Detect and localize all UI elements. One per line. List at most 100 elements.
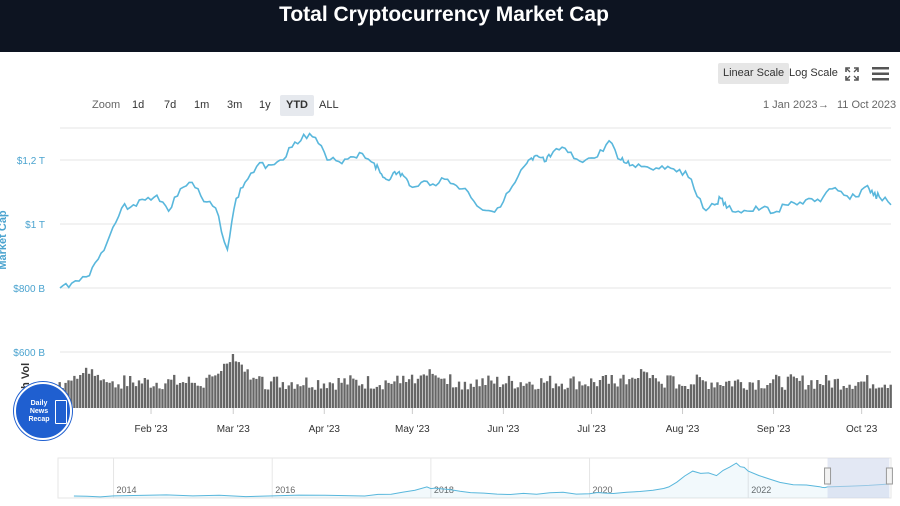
volume-bar bbox=[155, 382, 158, 408]
volume-bar bbox=[692, 384, 696, 408]
volume-bar bbox=[634, 378, 637, 408]
range-from[interactable]: 1 Jan 2023 bbox=[763, 99, 818, 111]
linear-scale-button[interactable]: Linear Scale bbox=[718, 63, 790, 84]
volume-bar bbox=[610, 375, 613, 408]
volume-bar bbox=[314, 389, 317, 408]
volume-bar bbox=[173, 374, 176, 408]
navigator-handle bbox=[824, 467, 832, 485]
volume-bar bbox=[76, 378, 79, 408]
volume-bar bbox=[405, 382, 408, 408]
volume-bar bbox=[742, 388, 746, 408]
hamburger-menu-icon[interactable] bbox=[872, 67, 890, 81]
volume-bar bbox=[449, 374, 452, 408]
volume-bar bbox=[149, 387, 152, 408]
volume-bar bbox=[82, 373, 85, 408]
volume-bar bbox=[886, 388, 889, 408]
volume-bar bbox=[722, 386, 725, 408]
log-scale-button[interactable]: Log Scale bbox=[789, 67, 838, 79]
volume-bar bbox=[234, 361, 238, 408]
navigator-line bbox=[73, 462, 890, 498]
volume-bar bbox=[883, 384, 886, 408]
volume-bar bbox=[698, 377, 701, 408]
volume-bar bbox=[551, 388, 555, 408]
volume-bar bbox=[822, 385, 825, 408]
zoom-all-button[interactable]: ALL bbox=[319, 99, 339, 111]
volume-bar bbox=[129, 376, 132, 408]
navigator-handle bbox=[885, 467, 893, 485]
volume-bar bbox=[516, 387, 519, 408]
volume-bar bbox=[772, 379, 775, 408]
volume-bar bbox=[202, 387, 205, 408]
volume-bar bbox=[613, 383, 616, 408]
zoom-3m-button[interactable]: 3m bbox=[227, 99, 243, 111]
volume-bar bbox=[736, 379, 740, 408]
volume-bar bbox=[375, 386, 378, 408]
volume-bar bbox=[363, 388, 367, 408]
navigator-area bbox=[73, 463, 890, 498]
volume-bar bbox=[419, 375, 423, 408]
watermark-line-1: Daily bbox=[30, 400, 48, 407]
volume-bar bbox=[460, 389, 464, 408]
volume-bar bbox=[525, 383, 528, 408]
volume-bar bbox=[616, 386, 619, 408]
x-tick-label: May '23 bbox=[395, 424, 430, 435]
range-to[interactable]: 11 Oct 2023 bbox=[837, 99, 897, 111]
watermark-line-3: Recap bbox=[28, 416, 50, 423]
volume-bar bbox=[810, 380, 813, 408]
volume-bar bbox=[454, 387, 458, 408]
volume-bar bbox=[801, 375, 804, 408]
volume-bar bbox=[466, 389, 470, 408]
volume-bar bbox=[866, 375, 869, 408]
volume-bar bbox=[563, 389, 566, 408]
volume-bar bbox=[325, 388, 329, 408]
volume-bar bbox=[689, 384, 693, 408]
volume-bar bbox=[366, 376, 370, 408]
navigator-year-label: 2018 bbox=[434, 485, 454, 495]
volume-bar bbox=[93, 375, 97, 408]
volume-bar bbox=[487, 375, 490, 408]
volume-bar bbox=[322, 383, 326, 408]
volume-bar bbox=[410, 374, 414, 408]
volume-bar bbox=[90, 369, 94, 408]
volume-bar bbox=[513, 388, 517, 408]
volume-bar bbox=[299, 386, 302, 408]
volume-bar bbox=[431, 373, 434, 408]
volume-bar bbox=[763, 388, 766, 408]
volume-bar bbox=[839, 389, 842, 408]
volume-bar bbox=[463, 381, 467, 408]
volume-bar bbox=[660, 383, 663, 408]
volume-bar bbox=[675, 388, 678, 408]
volume-bar bbox=[337, 378, 340, 408]
volume-bar bbox=[199, 386, 202, 408]
volume-bar bbox=[537, 388, 540, 408]
volume-bar bbox=[475, 379, 478, 408]
volume-bar bbox=[728, 380, 731, 408]
volume-bar bbox=[863, 381, 866, 408]
volume-bar bbox=[504, 383, 508, 408]
volume-bar bbox=[592, 382, 596, 408]
volume-bar bbox=[607, 383, 610, 408]
volume-bar bbox=[510, 380, 514, 408]
volume-bar bbox=[478, 386, 481, 408]
zoom-7d-button[interactable]: 7d bbox=[164, 99, 177, 111]
volume-bar bbox=[719, 385, 722, 408]
volume-bar bbox=[143, 378, 147, 408]
volume-bar bbox=[390, 383, 393, 408]
navigator-year-label: 2016 bbox=[275, 485, 295, 495]
expand-icon[interactable] bbox=[845, 67, 859, 81]
daily-news-recap-watermark: Daily News Recap bbox=[14, 382, 72, 440]
volume-bar bbox=[360, 384, 364, 408]
zoom-ytd-button[interactable]: YTD bbox=[280, 95, 314, 116]
volume-bar bbox=[836, 378, 840, 408]
volume-bar bbox=[716, 382, 719, 408]
zoom-1y-button[interactable]: 1y bbox=[259, 99, 271, 111]
zoom-1d-button[interactable]: 1d bbox=[132, 99, 145, 111]
volume-bar bbox=[211, 376, 214, 408]
volume-bar bbox=[237, 362, 240, 408]
volume-bar bbox=[284, 389, 287, 408]
volume-bar bbox=[181, 382, 185, 408]
volume-bar bbox=[278, 387, 282, 408]
zoom-1m-button[interactable]: 1m bbox=[194, 99, 210, 111]
volume-bar bbox=[340, 382, 343, 408]
volume-bar bbox=[167, 379, 170, 408]
